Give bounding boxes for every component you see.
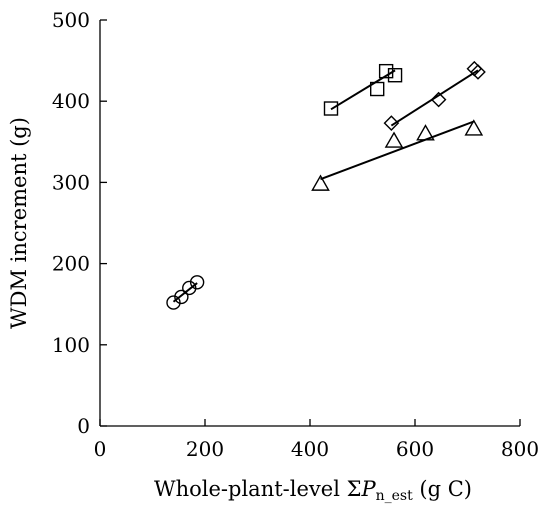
axes	[99, 20, 520, 427]
y-axis-label: WDM increment (g)	[7, 117, 31, 329]
data-point-square	[370, 81, 385, 97]
x-tick-label: 800	[501, 437, 539, 461]
x-tick-label: 600	[396, 437, 434, 461]
ticks	[99, 19, 521, 427]
fit-line-square	[330, 69, 396, 111]
y-tick-label: 500	[52, 8, 90, 32]
y-tick-label: 300	[52, 170, 90, 194]
y-tick-label: 100	[52, 333, 90, 357]
x-axis-label-unit: (g C)	[413, 477, 472, 501]
fit-line-diamond	[390, 69, 479, 127]
fit-line-triangle	[320, 120, 475, 181]
data-point-triangle	[464, 119, 484, 136]
x-tick-label: 0	[94, 437, 107, 461]
y-tick-label: 0	[77, 414, 90, 438]
data-point-square	[323, 101, 339, 116]
data-point-square	[378, 63, 394, 79]
data-point-square	[387, 68, 403, 83]
x-axis-label: Whole-plant-level ΣPn_est (g C)	[154, 477, 472, 504]
data-point-circle	[189, 275, 205, 290]
markers	[166, 60, 486, 310]
x-axis-label-symbol: P	[360, 477, 376, 501]
x-axis-label-subscript: n_est	[376, 488, 413, 504]
tick-labels: 0 200 400 600 800 0 100 200 300 400 500	[52, 8, 539, 461]
data-point-circle	[174, 289, 189, 305]
x-tick-label: 200	[186, 437, 224, 461]
x-tick-label: 400	[291, 437, 329, 461]
data-point-triangle	[416, 124, 435, 141]
y-tick-label: 200	[52, 252, 90, 276]
data-point-diamond	[470, 64, 486, 80]
data-point-triangle	[384, 131, 404, 148]
x-axis-label-prefix: Whole-plant-level	[154, 477, 347, 501]
data-point-triangle	[311, 174, 330, 191]
data-point-diamond	[383, 115, 400, 131]
data-point-diamond	[430, 91, 447, 108]
y-tick-label: 400	[52, 89, 90, 113]
x-axis-label-sigma: Σ	[347, 477, 362, 501]
